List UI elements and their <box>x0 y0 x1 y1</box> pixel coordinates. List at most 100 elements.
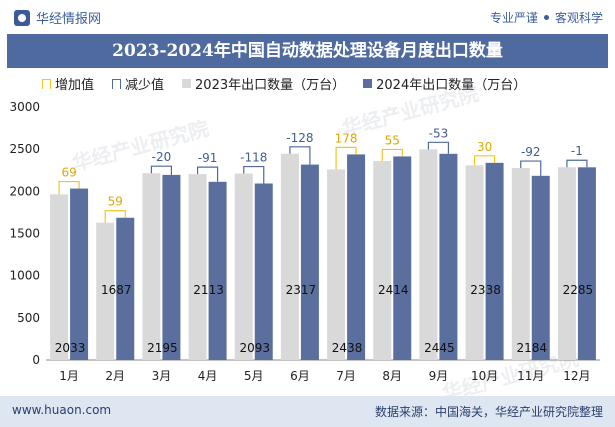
x-tick-label: 11月 <box>517 369 544 383</box>
top-bar: 华经情报网 专业严谨 客观科学 <box>0 0 615 34</box>
x-tick-label: 1月 <box>59 369 79 383</box>
y-tick-label: 2000 <box>9 184 40 198</box>
decrease-bracket <box>289 146 311 165</box>
increase-swatch-icon <box>42 78 51 89</box>
value-label-2024: 2195 <box>147 341 178 355</box>
difference-label: 30 <box>477 140 492 154</box>
difference-label: 178 <box>335 131 358 145</box>
value-label-2024: 2093 <box>239 341 270 355</box>
difference-label: -1 <box>571 144 583 158</box>
bar-2023 <box>234 173 253 360</box>
x-tick-label: 3月 <box>152 369 172 383</box>
value-label-2024: 2414 <box>378 283 409 297</box>
bar-2023 <box>142 173 161 360</box>
bar-2023 <box>327 169 346 360</box>
decrease-bracket <box>427 141 450 154</box>
difference-label: 69 <box>61 166 76 180</box>
increase-bracket <box>104 210 126 223</box>
y-tick-label: 1000 <box>9 269 40 283</box>
legend-item-increase: 增加值 <box>42 74 94 93</box>
bar-2023 <box>465 165 484 360</box>
difference-label: -91 <box>198 151 218 165</box>
chart-title: 2023-2024年中国自动数据处理设备月度出口数量 <box>112 41 503 61</box>
brand-name: 华经情报网 <box>36 12 102 27</box>
difference-label: -128 <box>286 131 313 145</box>
difference-label: -20 <box>152 150 172 164</box>
bar-2024 <box>577 167 596 360</box>
difference-label: -118 <box>240 151 267 165</box>
logo-icon <box>14 9 30 26</box>
x-tick-label: 10月 <box>471 369 498 383</box>
value-label-2024: 1687 <box>101 283 132 297</box>
increase-bracket <box>335 146 357 170</box>
legend-item-2024: 2024年出口数量（万台） <box>363 74 526 93</box>
y-tick-label: 0 <box>32 353 40 367</box>
legend-item-decrease: 减少值 <box>112 74 164 93</box>
x-tick-label: 2月 <box>105 369 125 383</box>
bar-2024 <box>531 175 550 360</box>
legend-label-decrease: 减少值 <box>125 78 165 93</box>
decrease-bracket <box>520 160 542 176</box>
footer-bar: www.huaon.com 数据来源：中国海关，华经产业研究院整理 <box>0 396 615 427</box>
x-tick-label: 6月 <box>290 369 310 383</box>
increase-bracket <box>58 180 80 195</box>
bar-chart: 0 500 1000 1500 2000 2500 3000 69 2033 1月 59 1687 2月… <box>9 100 600 383</box>
difference-label: 55 <box>385 133 400 147</box>
bar-2024 <box>208 181 227 360</box>
bar-2023 <box>96 222 115 360</box>
slogan-tag-2: 客观科学 <box>554 11 603 25</box>
bar-2024 <box>347 154 366 360</box>
x-tick-label: 4月 <box>198 369 218 383</box>
legend-label-2023: 2023年出口数量（万台） <box>195 78 346 93</box>
data-source: 数据来源：中国海关，华经产业研究院整理 <box>374 405 603 419</box>
bar-2023 <box>280 153 299 360</box>
y-tick-label: 3000 <box>9 100 40 114</box>
increase-bracket <box>381 148 403 162</box>
bar-2024 <box>254 183 273 360</box>
bar-2023 <box>557 167 576 360</box>
value-label-2024: 2317 <box>286 283 317 297</box>
slogan-tag-1: 专业严谨 <box>489 11 538 25</box>
value-label-2024: 2033 <box>55 341 86 355</box>
x-tick-label: 5月 <box>244 369 264 383</box>
bar-2024 <box>162 174 181 360</box>
legend-item-2023: 2023年出口数量（万台） <box>182 74 345 93</box>
value-label-2024: 2113 <box>193 283 224 297</box>
series-2024-swatch-icon <box>363 79 373 88</box>
x-tick-label: 8月 <box>382 369 402 383</box>
x-tick-label: 12月 <box>563 369 590 383</box>
y-tick-label: 500 <box>17 311 40 325</box>
bar-2023 <box>511 168 530 360</box>
decrease-swatch-icon <box>112 78 122 89</box>
decrease-bracket <box>150 165 173 175</box>
bar-2023 <box>50 194 69 360</box>
value-label-2024: 2285 <box>563 283 594 297</box>
difference-label: 59 <box>108 195 123 209</box>
series-2023-swatch-icon <box>182 79 192 88</box>
title-bar: 2023-2024年中国自动数据处理设备月度出口数量 <box>7 34 608 68</box>
decrease-bracket <box>196 166 219 182</box>
bar-2023 <box>188 174 207 360</box>
bar-2024 <box>485 162 504 360</box>
bullet-icon <box>543 15 549 20</box>
site-url[interactable]: www.huaon.com <box>12 403 112 417</box>
difference-label: -92 <box>521 145 541 159</box>
difference-label: -53 <box>429 126 449 140</box>
y-tick-label: 2500 <box>9 142 40 156</box>
bar-2023 <box>419 149 438 360</box>
x-tick-label: 9月 <box>429 369 449 383</box>
bar-2024 <box>300 164 319 360</box>
value-label-2024: 2438 <box>332 341 363 355</box>
legend-label-2024: 2024年出口数量（万台） <box>376 78 527 93</box>
chart-legend: 增加值 减少值 2023年出口数量（万台） 2024年出口数量（万台） <box>42 74 526 93</box>
decrease-bracket <box>566 159 588 168</box>
slogan-tags: 专业严谨 客观科学 <box>490 9 603 26</box>
legend-label-increase: 增加值 <box>55 78 95 93</box>
bar-2024 <box>116 217 135 360</box>
brand[interactable]: 华经情报网 <box>14 8 101 27</box>
value-label-2024: 2184 <box>516 341 547 355</box>
value-label-2024: 2338 <box>470 283 501 297</box>
x-tick-label: 7月 <box>336 369 356 383</box>
value-label-2024: 2445 <box>424 341 455 355</box>
bar-2024 <box>70 188 89 360</box>
